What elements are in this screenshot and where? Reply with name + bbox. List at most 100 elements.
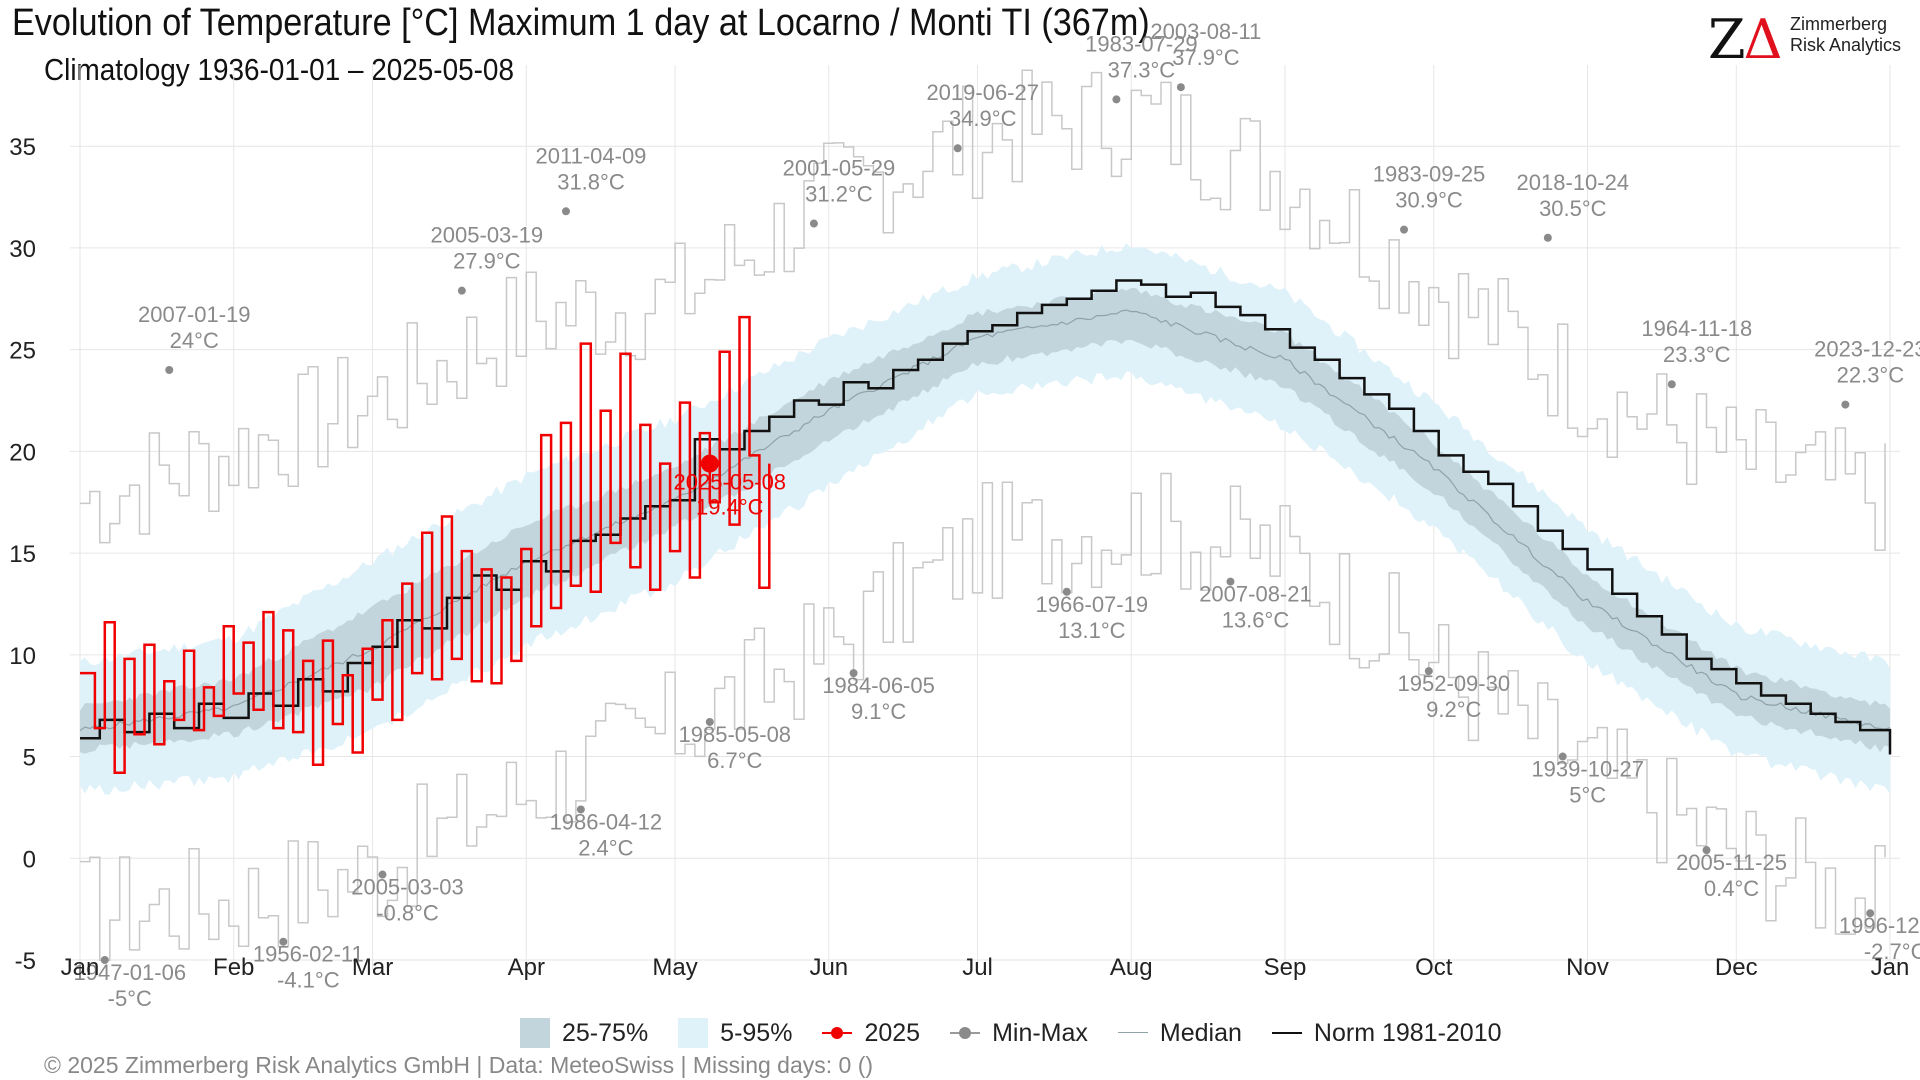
record-value-label: -0.8°C xyxy=(376,901,439,926)
axes: -5 0 5 10 15 20 25 30 35 Jan Feb Mar Apr May Jun Jul Aug… xyxy=(9,134,1909,981)
legend-key-2025 xyxy=(822,1018,853,1048)
x-tick-label: Dec xyxy=(1715,954,1758,981)
x-tick-label: Feb xyxy=(213,954,254,981)
legend-label-minmax: Min-Max xyxy=(992,1018,1088,1047)
record-marker xyxy=(457,286,466,295)
y-tick-label: 30 xyxy=(9,236,36,263)
record-marker xyxy=(1400,225,1409,234)
legend-item-p90: 5-95% xyxy=(678,1018,792,1048)
percentile-bands xyxy=(80,243,1890,795)
record-value-label: 37.3°C xyxy=(1108,57,1176,82)
record-marker xyxy=(1543,233,1552,242)
record-marker xyxy=(849,669,858,678)
record-marker xyxy=(1226,577,1235,586)
legend-label-p90: 5-95% xyxy=(720,1018,793,1047)
record-date-label: 1996-12-28 xyxy=(1839,913,1920,938)
legend-item-median: Median xyxy=(1117,1018,1242,1048)
record-date-label: 2011-04-09 xyxy=(536,143,647,168)
legend-item-norm: Norm 1981-2010 xyxy=(1271,1018,1502,1048)
record-value-label: 22.3°C xyxy=(1837,363,1905,388)
logo-line-1: Zimmerberg xyxy=(1790,14,1888,34)
record-value-label: 24°C xyxy=(170,328,219,353)
y-tick-label: 25 xyxy=(9,338,36,365)
x-tick-label: Nov xyxy=(1566,954,1609,981)
x-tick-label: Apr xyxy=(508,954,545,981)
record-date-label: 1964-11-18 xyxy=(1641,316,1752,341)
record-marker xyxy=(279,937,288,946)
legend-label-norm: Norm 1981-2010 xyxy=(1313,1018,1502,1047)
record-date-label: 1947-01-06 xyxy=(74,960,187,985)
y-tick-label: 5 xyxy=(23,745,36,772)
x-tick-label: Sep xyxy=(1264,954,1307,981)
record-value-label: 27.9°C xyxy=(453,249,521,274)
record-date-label: 1966-07-19 xyxy=(1036,592,1149,617)
record-date-label: 1983-07-29 xyxy=(1085,31,1198,56)
record-value-label: 5°C xyxy=(1569,783,1606,808)
record-date-label: 1985-05-08 xyxy=(679,722,792,747)
record-value-label: 9.2°C xyxy=(1426,697,1481,722)
record-value-label: 2.4°C xyxy=(578,835,633,860)
record-value-label: 34.9°C xyxy=(949,106,1017,131)
legend-item-iqr: 25-75% xyxy=(520,1018,648,1048)
x-tick-label: May xyxy=(652,954,697,981)
record-value-label: 31.8°C xyxy=(557,169,625,194)
record-marker xyxy=(378,870,387,879)
record-date-label: 1983-09-25 xyxy=(1373,162,1486,187)
record-value-label: 30.9°C xyxy=(1395,188,1463,213)
norm-line-group xyxy=(80,279,1892,755)
record-marker xyxy=(705,717,714,726)
record-value-label: -5°C xyxy=(108,986,152,1010)
record-date-label: 2023-12-23 xyxy=(1814,337,1920,362)
record-date-label: 2003-08-11 xyxy=(1150,19,1261,44)
record-marker xyxy=(1702,846,1711,855)
footer-credits: © 2025 Zimmerberg Risk Analytics GmbH | … xyxy=(44,1052,874,1078)
record-date-label: 2007-01-19 xyxy=(138,302,251,327)
x-tick-label: Jul xyxy=(962,954,993,981)
record-date-label: 1952-09-30 xyxy=(1398,671,1511,696)
x-tick-label: Jun xyxy=(809,954,848,981)
min-line xyxy=(80,472,1886,961)
record-marker xyxy=(165,366,174,374)
legend-label-median: Median xyxy=(1159,1018,1242,1047)
y-tick-label: 15 xyxy=(9,541,36,568)
y-tick-label: 20 xyxy=(9,439,36,466)
y-tick-label: 10 xyxy=(9,643,36,670)
record-value-label: 9.1°C xyxy=(851,699,906,724)
record-date-label: 2001-05-29 xyxy=(783,156,896,181)
legend-item-minmax: Min-Max xyxy=(950,1018,1088,1048)
record-value-label: 6.7°C xyxy=(707,748,762,773)
today-marker xyxy=(700,454,719,473)
y-tick-label: -5 xyxy=(15,948,36,975)
legend-key-median xyxy=(1117,1018,1148,1048)
grid xyxy=(70,65,1900,970)
record-marker xyxy=(1841,400,1850,409)
min-max-lines xyxy=(80,69,1886,961)
record-marker xyxy=(561,207,570,216)
year-2025-line xyxy=(80,315,771,775)
y-tick-label: 0 xyxy=(23,846,36,873)
record-value-label: 23.3°C xyxy=(1663,342,1731,367)
record-value-label: 37.9°C xyxy=(1172,45,1240,70)
norm-line xyxy=(80,279,1892,755)
legend-key-norm xyxy=(1271,1018,1302,1048)
legend-key-minmax xyxy=(950,1018,981,1048)
legend-item-2025: 2025 xyxy=(822,1018,920,1048)
x-tick-label: Jan xyxy=(61,954,100,981)
record-date-label: 1984-06-05 xyxy=(822,673,935,698)
record-marker xyxy=(1667,380,1676,389)
record-date-label: 2005-11-25 xyxy=(1676,850,1787,875)
record-value-label: -2.7°C xyxy=(1864,939,1920,964)
x-tick-label: Oct xyxy=(1415,954,1453,981)
company-logo: ZΔ Zimmerberg Risk Analytics xyxy=(1708,8,1918,71)
x-tick-label: Jan xyxy=(1871,954,1910,981)
chart-subtitle: Climatology 1936-01-01 – 2025-05-08 xyxy=(44,52,514,87)
today-value-label: 19.4°C xyxy=(696,495,764,520)
record-value-label: 0.4°C xyxy=(1704,876,1759,901)
record-marker xyxy=(1866,909,1875,918)
record-date-label: 2005-03-19 xyxy=(431,223,544,248)
logo-mark: ZΔ xyxy=(1708,8,1783,71)
chart-title: Evolution of Temperature [°C] Maximum 1 … xyxy=(12,2,1150,44)
